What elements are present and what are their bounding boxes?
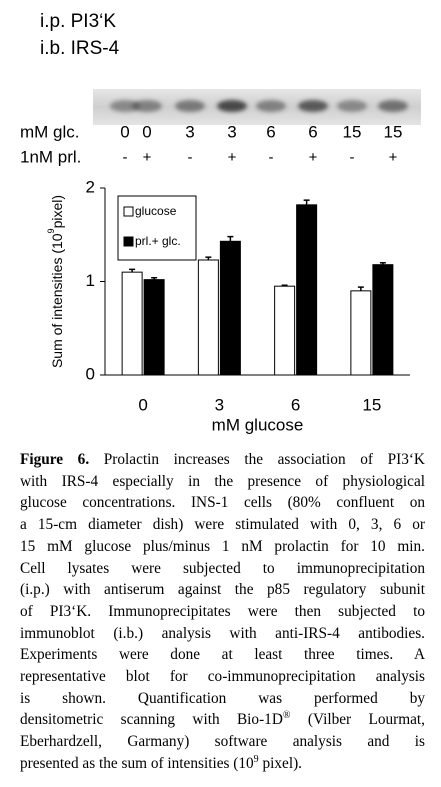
- caption-text: immunoblot (i.b.) analysis with anti-IRS…: [20, 624, 425, 642]
- blot-band: [256, 100, 286, 112]
- caption-text: Figure 6.: [20, 451, 90, 468]
- caption-line: with IRS-4 especially in the presence of…: [20, 471, 425, 493]
- bar: [372, 264, 394, 376]
- y-label-part: Sum of intensities (10: [49, 233, 65, 368]
- caption-text: Cell lysates were subjected to immunopre…: [20, 559, 425, 577]
- lane-label: +: [143, 149, 152, 166]
- bar: [219, 240, 241, 376]
- row-label: 1nM prl.: [20, 147, 81, 166]
- bar: [121, 271, 143, 376]
- lane-label: +: [309, 149, 318, 166]
- caption-text: glucose concentrations. INS-1 cells (80%…: [20, 494, 425, 512]
- blot-band: [175, 100, 205, 112]
- blot-image: [93, 89, 421, 125]
- caption-line: presented as the sum of intensities (109…: [20, 753, 425, 775]
- caption-line: a 15-cm diameter dish) were stimulated w…: [20, 514, 425, 536]
- x-tick-label: 15: [362, 395, 381, 414]
- y-tick-label: 2: [86, 177, 95, 196]
- legend-swatch: [123, 236, 134, 247]
- bar: [197, 259, 219, 376]
- caption-line: densitometric scanning with Bio-1D® (Vil…: [20, 709, 425, 731]
- caption-text: representative blot for co-immunoprecipi…: [20, 668, 425, 686]
- lane-label: 3: [185, 122, 194, 141]
- header-line: i.b. IRS-4: [40, 38, 120, 59]
- lane-label: -: [350, 149, 355, 166]
- caption-line: (i.p.) with antiserum against the p85 re…: [20, 579, 425, 601]
- x-tick-label: 6: [291, 395, 300, 414]
- caption-line: representative blot for co-immunoprecipi…: [20, 666, 425, 688]
- caption-text: ®: [282, 710, 291, 722]
- caption-line: is shown. Quantification was performed b…: [20, 688, 425, 710]
- lane-label: 6: [266, 122, 275, 141]
- x-axis-label: mM glucose: [212, 415, 304, 434]
- blot-band: [337, 100, 367, 112]
- caption-text: 9: [253, 753, 259, 765]
- caption: Figure 6. Prolactin increases the associ…: [20, 449, 425, 775]
- blot-band: [132, 100, 162, 112]
- caption-text: pixel).: [258, 754, 302, 772]
- caption-text: a 15-cm diameter dish) were stimulated w…: [20, 516, 425, 534]
- lane-label: +: [228, 149, 237, 166]
- y-label-part: 9: [46, 228, 56, 233]
- caption-line: glucose concentrations. INS-1 cells (80%…: [20, 492, 425, 514]
- legend-swatch: [123, 206, 134, 217]
- y-axis-label: Sum of intensities (109pixel): [46, 195, 64, 368]
- lane-label: -: [188, 149, 193, 166]
- caption-text: Prolactin increases the association of P…: [89, 451, 425, 468]
- lane-label: 0: [142, 122, 151, 141]
- caption-line: Cell lysates were subjected to immunopre…: [20, 558, 425, 580]
- caption-line: immunoblot (i.b.) analysis with anti-IRS…: [20, 623, 425, 645]
- caption-line: Eberhardzell, Garmany) software analysis…: [20, 731, 425, 753]
- caption-text: Eberhardzell, Garmany) software analysis…: [20, 733, 425, 751]
- blot-band: [217, 100, 247, 112]
- blot-band: [378, 100, 408, 112]
- lane-label: +: [389, 149, 398, 166]
- lane-label: 6: [308, 122, 317, 141]
- lane-label: 15: [384, 122, 403, 141]
- bar: [296, 204, 318, 376]
- lane-label: -: [269, 149, 274, 166]
- y-tick-label: 1: [86, 271, 95, 290]
- y-label-part: pixel): [49, 195, 65, 228]
- row-label: mM glc.: [20, 122, 80, 141]
- lane-label: 15: [343, 122, 362, 141]
- caption-line: Experiments were done at least three tim…: [20, 644, 425, 666]
- figure: i.p. PI3‘K i.b. IRS-4 mM glc. 1nM prl. 0…: [20, 11, 421, 434]
- lane-label: -: [123, 149, 128, 166]
- blot-band: [110, 100, 140, 112]
- x-tick-label: 3: [215, 395, 224, 414]
- bar: [274, 285, 296, 376]
- caption-text: (i.p.) with antiserum against the p85 re…: [20, 581, 425, 599]
- caption-text: densitometric scanning with Bio-1D: [20, 711, 283, 729]
- y-tick-label: 0: [86, 364, 95, 383]
- bar: [350, 290, 372, 376]
- caption-text: Experiments were done at least three tim…: [20, 646, 425, 664]
- bar: [143, 279, 165, 376]
- legend-label: glucose: [135, 204, 177, 218]
- header-line: i.p. PI3‘K: [40, 11, 116, 32]
- caption-text: presented as the sum of intensities (10: [20, 754, 254, 772]
- lane-label: 3: [227, 122, 236, 141]
- x-tick-label: 0: [138, 395, 147, 414]
- caption-text: is shown. Quantification was performed b…: [20, 689, 425, 707]
- caption-line: 15 mM glucose plus/minus 1 nM prolactin …: [20, 536, 425, 558]
- caption-line: Figure 6. Prolactin increases the associ…: [20, 449, 425, 471]
- legend-label: prl.+ glc.: [135, 234, 181, 248]
- caption-text: with IRS-4 especially in the presence of…: [20, 472, 425, 490]
- blot-band: [298, 100, 328, 112]
- caption-text: (Vilber Lourmat,: [290, 711, 425, 729]
- lane-label: 0: [120, 122, 129, 141]
- caption-text: of PI3‘K. Immunoprecipitates were then s…: [20, 602, 425, 620]
- caption-text: 15 mM glucose plus/minus 1 nM prolactin …: [20, 537, 425, 555]
- caption-line: of PI3‘K. Immunoprecipitates were then s…: [20, 601, 425, 623]
